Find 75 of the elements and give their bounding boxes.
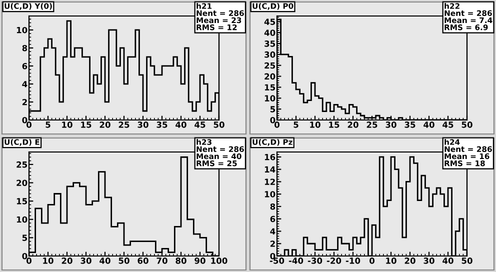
y-tick-label: 0 [270, 116, 276, 124]
x-tick-label: 20 [100, 122, 110, 128]
x-tick-label: 50 [118, 258, 130, 264]
x-tick-label: 40 [442, 258, 454, 264]
x-tick-label: 80 [176, 258, 186, 264]
y-tick-label: 45 [264, 18, 276, 25]
x-tick-label: 10 [43, 258, 54, 264]
y-tick-label: 14 [264, 166, 276, 172]
y-tick-label: 2 [22, 98, 27, 106]
y-tick-label: 25 [16, 161, 28, 168]
y-tick-label: 0 [270, 252, 276, 260]
y-tick-label: 30 [264, 51, 276, 58]
y-tick-label: 10 [16, 26, 28, 34]
y-tick-label: 6 [22, 62, 28, 70]
x-tick-label: 0 [274, 122, 280, 128]
y-tick-label: 20 [264, 73, 276, 80]
y-tick-label: 16 [264, 154, 276, 160]
y-tick-label: 5 [22, 234, 28, 241]
x-tick-label: 70 [156, 258, 168, 264]
y-tick-label: 6 [270, 216, 276, 222]
y-tick-label: 8 [22, 44, 28, 52]
x-tick-label: -40 [288, 258, 304, 264]
y-tick-label: 5 [270, 106, 276, 112]
x-tick-label: 40 [176, 122, 186, 128]
x-tick-label: 35 [156, 122, 168, 128]
x-tick-label: 25 [118, 122, 130, 128]
y-tick-label: 0 [22, 116, 28, 124]
x-tick-label: 20 [62, 258, 72, 264]
x-tick-label: 10 [62, 122, 72, 128]
x-tick-label: 50 [214, 122, 224, 128]
y-tick-label: 10 [264, 95, 276, 102]
x-tick-label: 60 [138, 258, 148, 264]
x-tick-label: 5 [46, 122, 50, 128]
x-tick-label: 20 [348, 122, 358, 128]
x-tick-label: -30 [308, 258, 322, 264]
x-tick-label: -20 [326, 258, 342, 264]
x-tick-label: 30 [138, 122, 148, 128]
x-tick-label: 40 [100, 258, 110, 264]
x-tick-label: 15 [329, 122, 340, 128]
y-tick-label: 40 [264, 30, 276, 36]
x-tick-label: 40 [424, 122, 434, 128]
x-tick-label: 0 [26, 258, 32, 264]
y-tick-label: 10 [16, 216, 28, 223]
y-tick-label: 0 [22, 252, 28, 260]
y-tick-label: 12 [264, 178, 275, 185]
x-tick-label: 0 [370, 258, 374, 264]
x-tick-label: 90 [194, 258, 206, 264]
x-tick-label: -10 [346, 258, 360, 264]
y-tick-label: 15 [16, 198, 28, 204]
y-tick-label: 25 [264, 62, 276, 69]
y-tick-label: 8 [270, 203, 276, 210]
y-tick-label: 20 [16, 180, 28, 186]
x-tick-label: 45 [194, 122, 206, 128]
x-tick-label: 15 [81, 122, 92, 128]
x-tick-label: 35 [404, 122, 416, 128]
x-tick-label: 50 [462, 258, 472, 264]
y-tick-label: 15 [264, 84, 276, 91]
y-tick-label: 10 [264, 191, 276, 198]
x-tick-label: -50 [270, 258, 284, 264]
x-tick-label: 25 [366, 122, 378, 128]
y-tick-label: 35 [264, 40, 276, 47]
y-tick-label: 4 [22, 81, 28, 88]
x-tick-label: 5 [294, 122, 298, 128]
y-tick-label: 4 [270, 228, 276, 234]
x-tick-label: 30 [80, 258, 92, 264]
x-tick-label: 30 [424, 258, 434, 264]
x-tick-label: 100 [211, 258, 228, 264]
x-tick-label: 10 [386, 258, 396, 264]
y-tick-label: 2 [270, 240, 275, 247]
x-tick-label: 30 [386, 122, 396, 128]
x-tick-label: 0 [26, 122, 32, 128]
x-tick-label: 45 [442, 122, 454, 128]
x-tick-label: 20 [404, 258, 416, 264]
x-tick-label: 50 [462, 122, 472, 128]
x-tick-label: 10 [310, 122, 320, 128]
